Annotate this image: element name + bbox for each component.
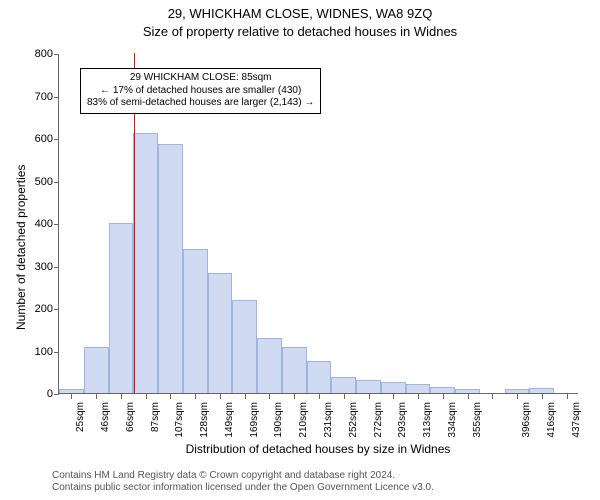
x-tick [492,394,493,399]
x-tick [418,394,419,399]
annotation-line-3: 83% of semi-detached houses are larger (… [87,97,314,110]
x-tick-label: 169sqm [249,402,260,438]
x-tick [344,394,345,399]
y-tick [54,352,59,353]
footer-line-2: Contains public sector information licen… [52,482,434,494]
x-tick [567,394,568,399]
y-tick [54,54,59,55]
annotation-line-1: 29 WHICKHAM CLOSE: 85sqm [87,72,314,85]
y-tick [54,182,59,183]
histogram-bar [331,377,356,393]
x-tick-label: 313sqm [422,402,433,438]
histogram-bar [430,387,455,393]
x-tick-label: 272sqm [373,402,384,438]
histogram-bar [455,389,480,393]
x-tick-label: 252sqm [348,402,359,438]
x-tick-label: 437sqm [571,402,582,438]
histogram-bar [282,347,307,393]
histogram-bar [59,389,84,393]
x-tick [195,394,196,399]
x-tick-label: 396sqm [521,402,532,438]
x-tick [245,394,246,399]
y-tick-label: 600 [23,133,53,145]
x-tick-label: 210sqm [298,402,309,438]
x-tick-label: 231sqm [323,402,334,438]
x-axis-label: Distribution of detached houses by size … [58,442,578,456]
footer-attribution: Contains HM Land Registry data © Crown c… [52,470,434,494]
page-title: 29, WHICKHAM CLOSE, WIDNES, WA8 9ZQ [0,6,600,21]
y-tick [54,309,59,310]
y-tick-label: 700 [23,91,53,103]
y-tick [54,97,59,98]
x-tick-label: 190sqm [273,402,284,438]
x-tick [294,394,295,399]
histogram-bar [307,361,332,393]
page-subtitle: Size of property relative to detached ho… [0,24,600,39]
histogram-bar [84,347,109,393]
x-tick [121,394,122,399]
x-tick [517,394,518,399]
footer-line-1: Contains HM Land Registry data © Crown c… [52,470,434,482]
histogram-bar [183,249,208,394]
y-tick [54,139,59,140]
x-tick [146,394,147,399]
x-tick-label: 107sqm [174,402,185,438]
x-tick [393,394,394,399]
annotation-line-2: ← 17% of detached houses are smaller (43… [87,85,314,98]
x-tick-label: 46sqm [100,402,111,432]
x-tick-label: 293sqm [397,402,408,438]
histogram-bar [381,382,406,393]
x-tick-label: 416sqm [546,402,557,438]
x-tick [542,394,543,399]
histogram-bar [133,133,158,393]
histogram-bar [406,384,431,393]
histogram-bar [109,223,134,393]
y-tick-label: 800 [23,48,53,60]
x-tick-label: 66sqm [125,402,136,432]
x-tick [468,394,469,399]
histogram-bar [232,300,257,394]
annotation-box: 29 WHICKHAM CLOSE: 85sqm ← 17% of detach… [80,68,321,114]
x-tick [170,394,171,399]
x-tick [443,394,444,399]
x-tick-label: 149sqm [224,402,235,438]
y-axis-label: Number of detached properties [14,165,28,330]
y-tick [54,224,59,225]
y-tick-label: 0 [23,388,53,400]
y-tick-label: 100 [23,346,53,358]
histogram-bar [208,273,233,393]
histogram-bar [158,144,183,393]
histogram-bar [529,388,554,393]
histogram-bar [356,380,381,393]
y-tick [54,267,59,268]
x-tick [269,394,270,399]
x-tick-label: 87sqm [150,402,161,432]
y-tick [54,394,59,395]
x-tick-label: 128sqm [199,402,210,438]
x-tick-label: 355sqm [472,402,483,438]
x-tick [319,394,320,399]
x-tick [96,394,97,399]
x-tick [369,394,370,399]
x-tick-label: 25sqm [75,402,86,432]
histogram-bar [505,389,530,393]
x-tick [220,394,221,399]
x-tick [71,394,72,399]
x-tick-label: 334sqm [447,402,458,438]
histogram-bar [257,338,282,393]
